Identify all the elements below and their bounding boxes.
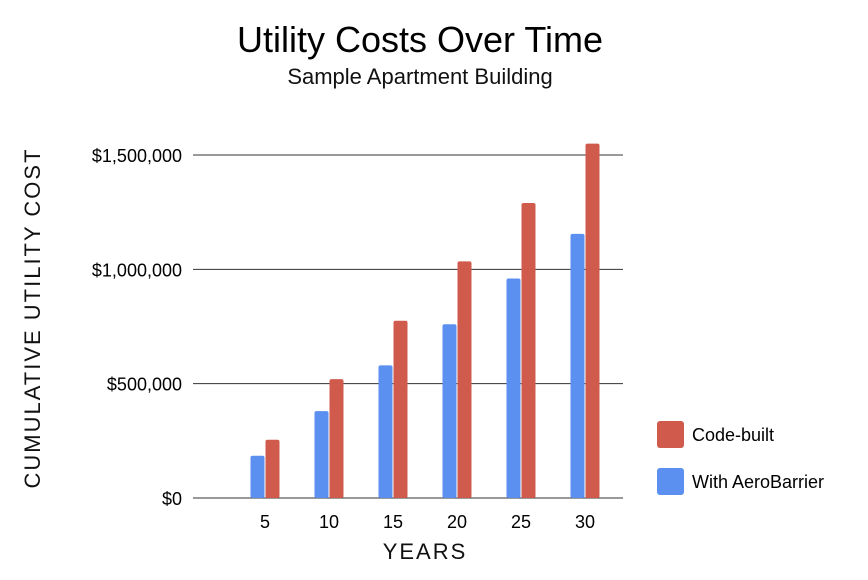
chart-subtitle: Sample Apartment Building — [287, 64, 552, 89]
chart-title: Utility Costs Over Time — [237, 19, 603, 60]
bar — [250, 455, 265, 498]
bar — [570, 233, 585, 498]
legend: Code-built With AeroBarrier — [657, 421, 824, 495]
legend-label: With AeroBarrier — [692, 472, 824, 492]
x-axis-label: YEARS — [383, 539, 468, 564]
bar — [521, 203, 536, 498]
bar — [314, 411, 329, 498]
bar — [457, 261, 472, 498]
x-tick-label: 30 — [575, 512, 595, 532]
x-tick-label: 10 — [319, 512, 339, 532]
y-tick-label: $500,000 — [107, 375, 182, 395]
x-tick-label: 5 — [260, 512, 270, 532]
bar — [393, 320, 408, 498]
x-tick-label: 15 — [383, 512, 403, 532]
x-tick-label: 20 — [447, 512, 467, 532]
legend-swatch — [657, 468, 684, 495]
bar — [442, 324, 457, 498]
bar — [329, 379, 344, 498]
y-tick-label: $1,000,000 — [92, 260, 182, 280]
y-tick-label: $1,500,000 — [92, 146, 182, 166]
y-axis-label: CUMULATIVE UTILITY COST — [20, 147, 45, 488]
bars — [250, 143, 600, 499]
gridlines — [193, 154, 623, 499]
x-tick-label: 25 — [511, 512, 531, 532]
bar — [506, 278, 521, 498]
bar — [378, 365, 393, 498]
x-axis-ticks: 5 10 15 20 25 30 — [260, 512, 595, 532]
bar — [585, 143, 600, 499]
y-axis-ticks: $0 $500,000 $1,000,000 $1,500,000 — [92, 146, 182, 509]
legend-swatch — [657, 421, 684, 448]
bar — [265, 439, 280, 498]
y-tick-label: $0 — [162, 489, 182, 509]
legend-label: Code-built — [692, 425, 774, 445]
